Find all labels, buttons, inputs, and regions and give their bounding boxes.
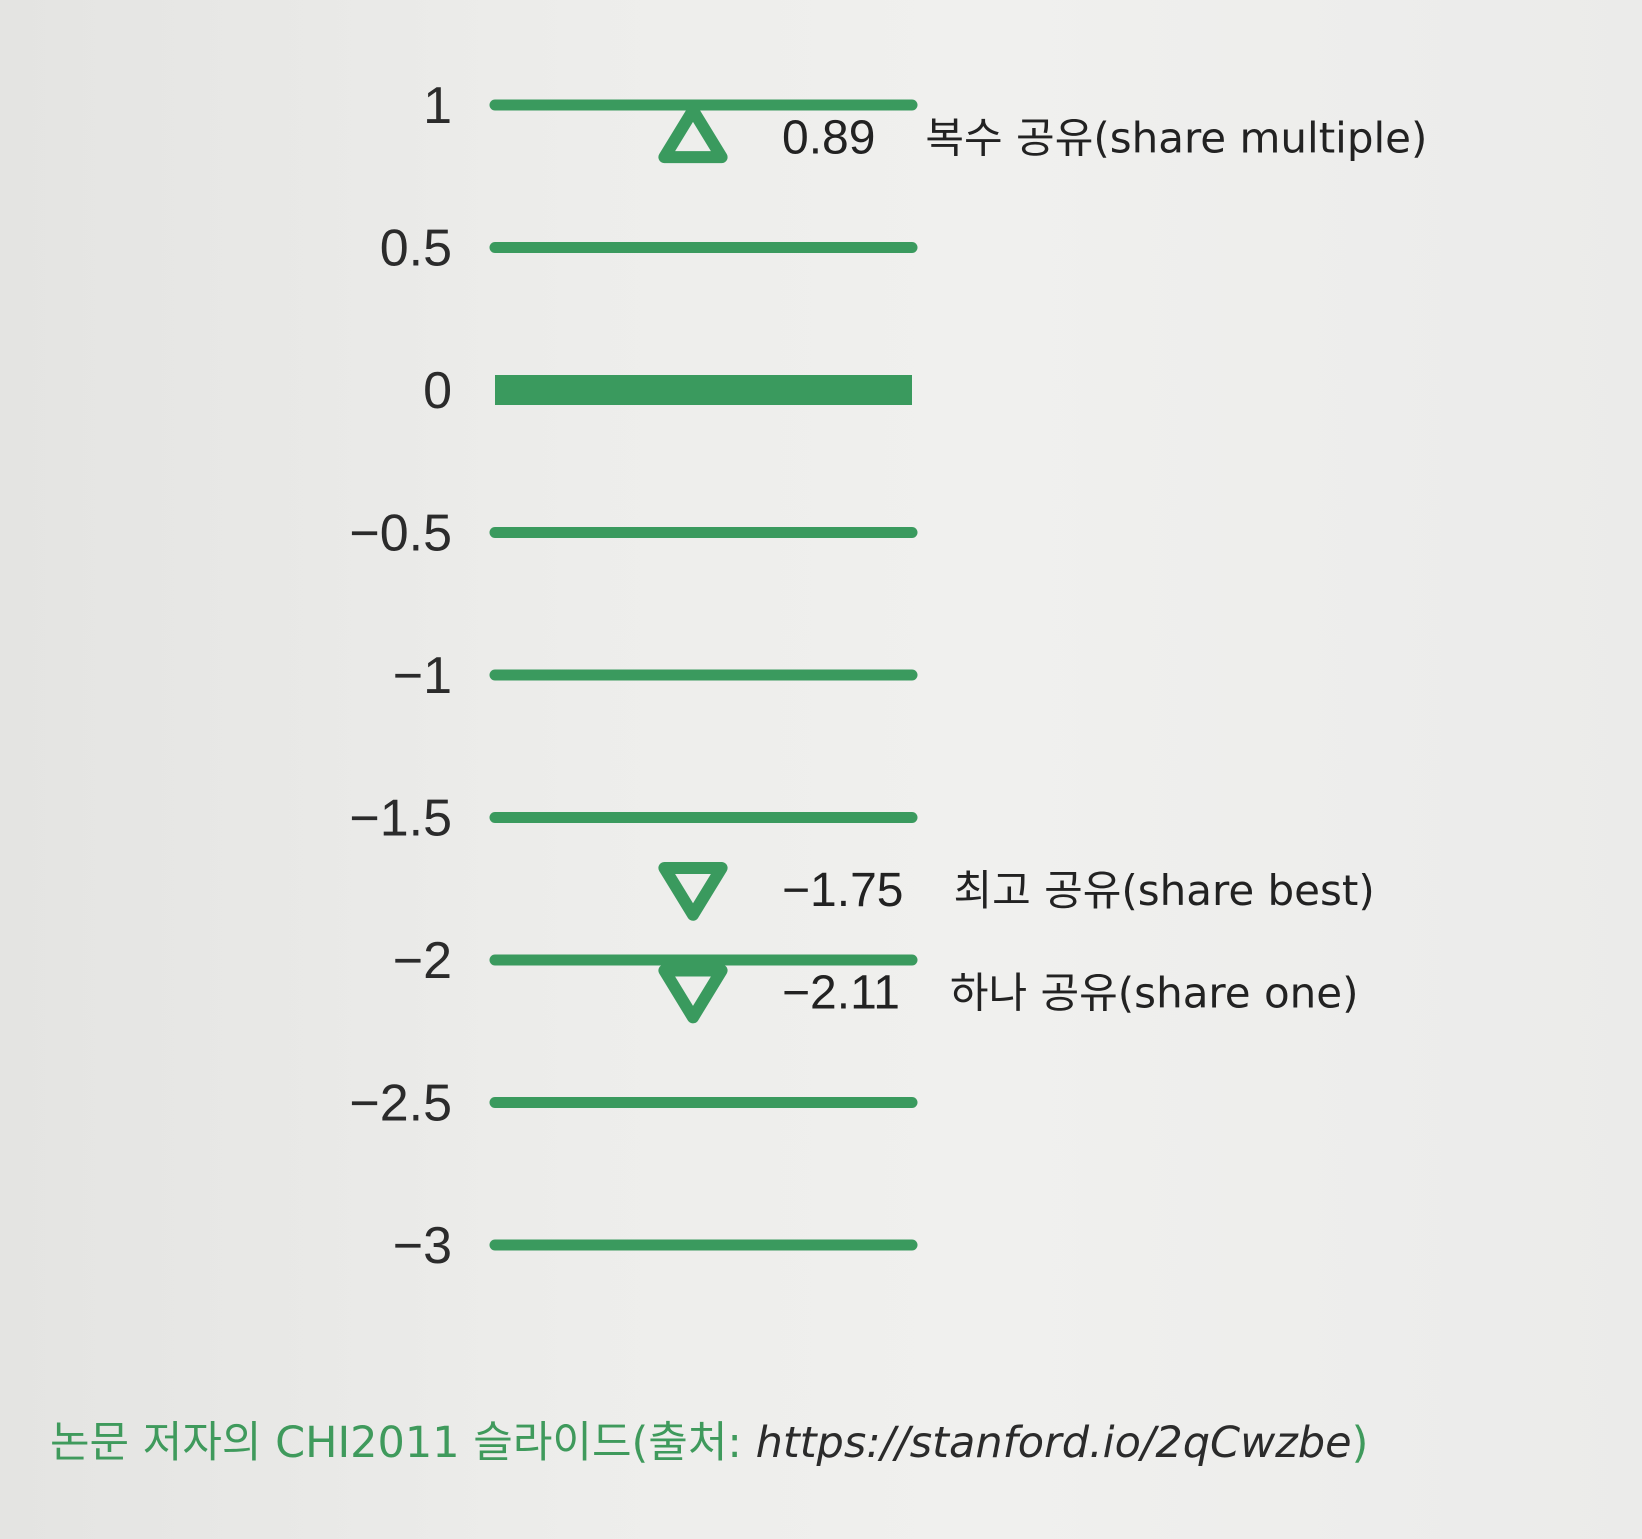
- data-label-0: 복수 공유(share multiple): [925, 113, 1427, 162]
- data-label-1: 최고 공유(share best): [953, 866, 1374, 915]
- score-chart: 1 0.5 0 −0.5 −1 −1.5 −2 −2.5 −3 0.89 복수 공유(share m…: [349, 77, 1427, 1275]
- y-tick-label-8: −3: [393, 1217, 452, 1275]
- y-tick-label-6: −2: [393, 932, 452, 990]
- y-tick-label-7: −2.5: [349, 1075, 452, 1133]
- data-value-1: −1.75: [782, 864, 903, 917]
- caption-text: 논문 저자의 CHI2011 슬라이드(출처:: [50, 1418, 756, 1468]
- marker-2: [658, 964, 728, 1024]
- data-value-0: 0.89: [782, 111, 875, 164]
- marker-1: [658, 861, 728, 921]
- y-tick-label-5: −1.5: [349, 790, 452, 848]
- figure-caption: 논문 저자의 CHI2011 슬라이드(출처: https://stanford…: [50, 1408, 1368, 1470]
- y-tick-label-3: −0.5: [349, 505, 452, 563]
- data-value-2: −2.11: [782, 966, 900, 1019]
- y-tick-label-0: 1: [423, 77, 452, 135]
- y-tick-label-1: 0.5: [380, 220, 452, 278]
- data-label-2: 하나 공유(share one): [950, 968, 1359, 1017]
- caption-close: ): [1351, 1418, 1369, 1468]
- caption-link[interactable]: https://stanford.io/2qCwzbe: [755, 1418, 1352, 1468]
- y-tick-label-4: −1: [393, 647, 452, 705]
- marker-0: [658, 104, 728, 164]
- y-tick-label-2: 0: [423, 362, 452, 420]
